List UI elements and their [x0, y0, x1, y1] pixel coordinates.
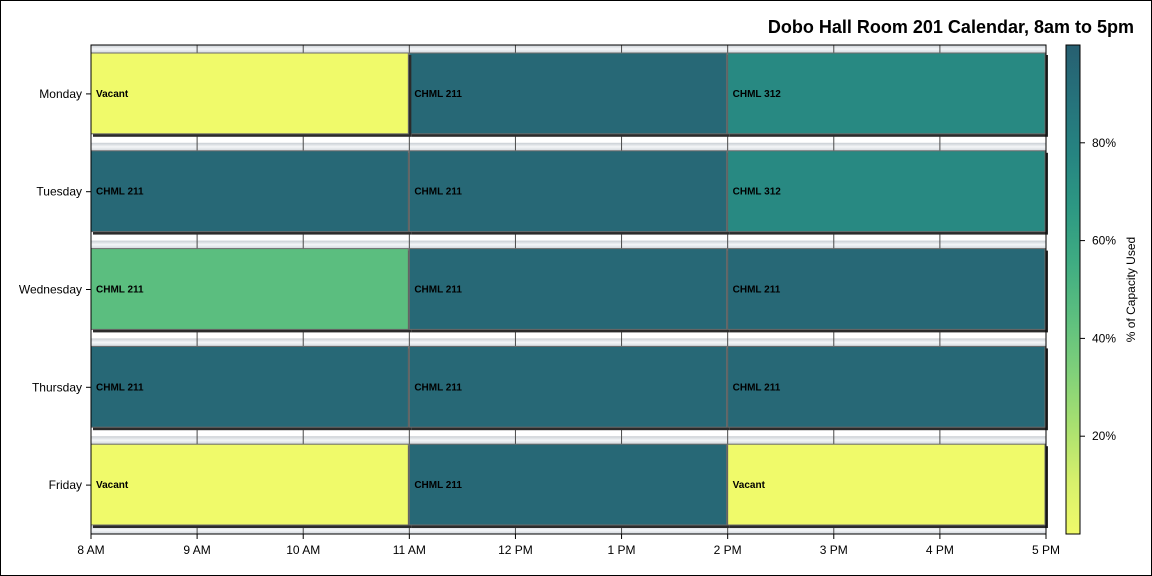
booking-bar[interactable]	[408, 248, 728, 330]
row-separator-band	[91, 436, 1046, 445]
chart-title: Dobo Hall Room 201 Calendar, 8am to 5pm	[768, 17, 1134, 37]
colorbar-gradient	[1065, 44, 1081, 535]
booking-bar[interactable]	[727, 345, 1046, 428]
row-separator-band	[91, 338, 1046, 347]
booking-bar[interactable]	[90, 443, 409, 526]
row-separator-band	[91, 240, 1046, 249]
booking-bar[interactable]	[727, 150, 1046, 233]
booking-label: Vacant	[96, 89, 129, 100]
x-tick-label: 4 PM	[926, 543, 954, 557]
booking-label: CHML 211	[414, 382, 462, 393]
colorbar-tick-label: 80%	[1092, 136, 1116, 150]
booking-bar[interactable]	[408, 52, 728, 135]
booking-bar[interactable]	[727, 248, 1046, 330]
colorbar: 20% 40% 60% 80% % of Capacity Used	[1065, 44, 1138, 535]
booking-label: CHML 211	[733, 285, 781, 296]
x-tick-label: 8 AM	[77, 543, 104, 557]
booking-label: CHML 211	[414, 187, 462, 198]
row-separator-band	[91, 45, 1046, 53]
x-tick-label: 10 AM	[286, 543, 320, 557]
booking-bar[interactable]	[90, 345, 409, 428]
booking-bar[interactable]	[408, 150, 728, 233]
colorbar-tick-label: 20%	[1092, 429, 1116, 443]
booking-bar[interactable]	[90, 150, 409, 233]
booking-label: CHML 211	[96, 382, 144, 393]
x-tick-label: 12 PM	[498, 543, 533, 557]
booking-bar[interactable]	[727, 443, 1046, 526]
booking-label: CHML 312	[733, 187, 782, 198]
booking-label: CHML 211	[96, 285, 144, 296]
booking-label: CHML 211	[733, 382, 781, 393]
x-tick-label: 9 AM	[183, 543, 210, 557]
y-tick-label: Thursday	[32, 380, 82, 394]
colorbar-tick-label: 60%	[1092, 234, 1116, 248]
booking-label: CHML 211	[414, 285, 462, 296]
x-tick-label: 5 PM	[1032, 543, 1060, 557]
booking-label: CHML 211	[96, 187, 144, 198]
plot-area: CHML 211 Vacant CHML 312 CHML 211 CHML 211 CH…	[19, 44, 1060, 557]
booking-bar[interactable]	[727, 52, 1046, 135]
booking-bar[interactable]	[90, 52, 409, 135]
y-tick-label: Friday	[49, 478, 82, 492]
booking-label: Vacant	[733, 480, 766, 491]
booking-bar[interactable]	[408, 345, 728, 428]
booking-bar[interactable]	[408, 443, 728, 526]
booking-label: CHML 211	[414, 480, 462, 491]
y-tick-label: Wednesday	[19, 283, 82, 297]
x-tick-label: 2 PM	[714, 543, 742, 557]
x-tick-label: 1 PM	[608, 543, 636, 557]
row-separator-band	[91, 526, 1046, 534]
x-tick-label: 11 AM	[393, 543, 426, 557]
x-tick-label: 3 PM	[820, 543, 848, 557]
colorbar-label: % of Capacity Used	[1124, 237, 1138, 342]
booking-label: Vacant	[96, 480, 129, 491]
booking-label: CHML 312	[733, 89, 782, 100]
row-separator-band	[91, 142, 1046, 151]
colorbar-tick-label: 40%	[1092, 331, 1116, 345]
booking-label: CHML 211	[414, 89, 462, 100]
y-tick-label: Monday	[39, 87, 82, 101]
y-tick-label: Tuesday	[36, 185, 82, 199]
